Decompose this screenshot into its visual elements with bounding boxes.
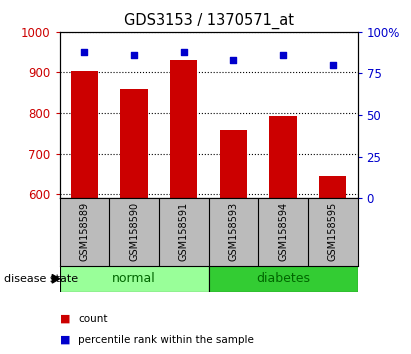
Text: diabetes: diabetes — [256, 272, 310, 285]
Point — [131, 52, 137, 58]
Bar — [120, 88, 148, 198]
Bar — [220, 131, 247, 198]
Point — [180, 49, 187, 55]
Point — [81, 49, 88, 55]
Bar — [208, 266, 358, 292]
Text: ■: ■ — [60, 314, 70, 324]
Text: GSM158594: GSM158594 — [278, 202, 288, 262]
Point — [330, 62, 336, 68]
Title: GDS3153 / 1370571_at: GDS3153 / 1370571_at — [124, 13, 293, 29]
Point — [280, 52, 286, 58]
Point — [230, 57, 237, 63]
Text: normal: normal — [112, 272, 156, 285]
Bar — [60, 266, 208, 292]
Text: GSM158595: GSM158595 — [328, 202, 338, 262]
Text: GSM158591: GSM158591 — [179, 202, 189, 262]
Bar — [319, 176, 346, 198]
Bar — [170, 60, 197, 198]
Bar — [71, 71, 98, 198]
Text: GSM158589: GSM158589 — [79, 202, 90, 262]
Bar — [270, 116, 297, 198]
Text: GSM158590: GSM158590 — [129, 202, 139, 262]
Text: count: count — [78, 314, 108, 324]
Text: GSM158593: GSM158593 — [229, 202, 238, 262]
Text: percentile rank within the sample: percentile rank within the sample — [78, 335, 254, 345]
Text: disease state: disease state — [4, 274, 78, 284]
Text: ■: ■ — [60, 335, 70, 345]
